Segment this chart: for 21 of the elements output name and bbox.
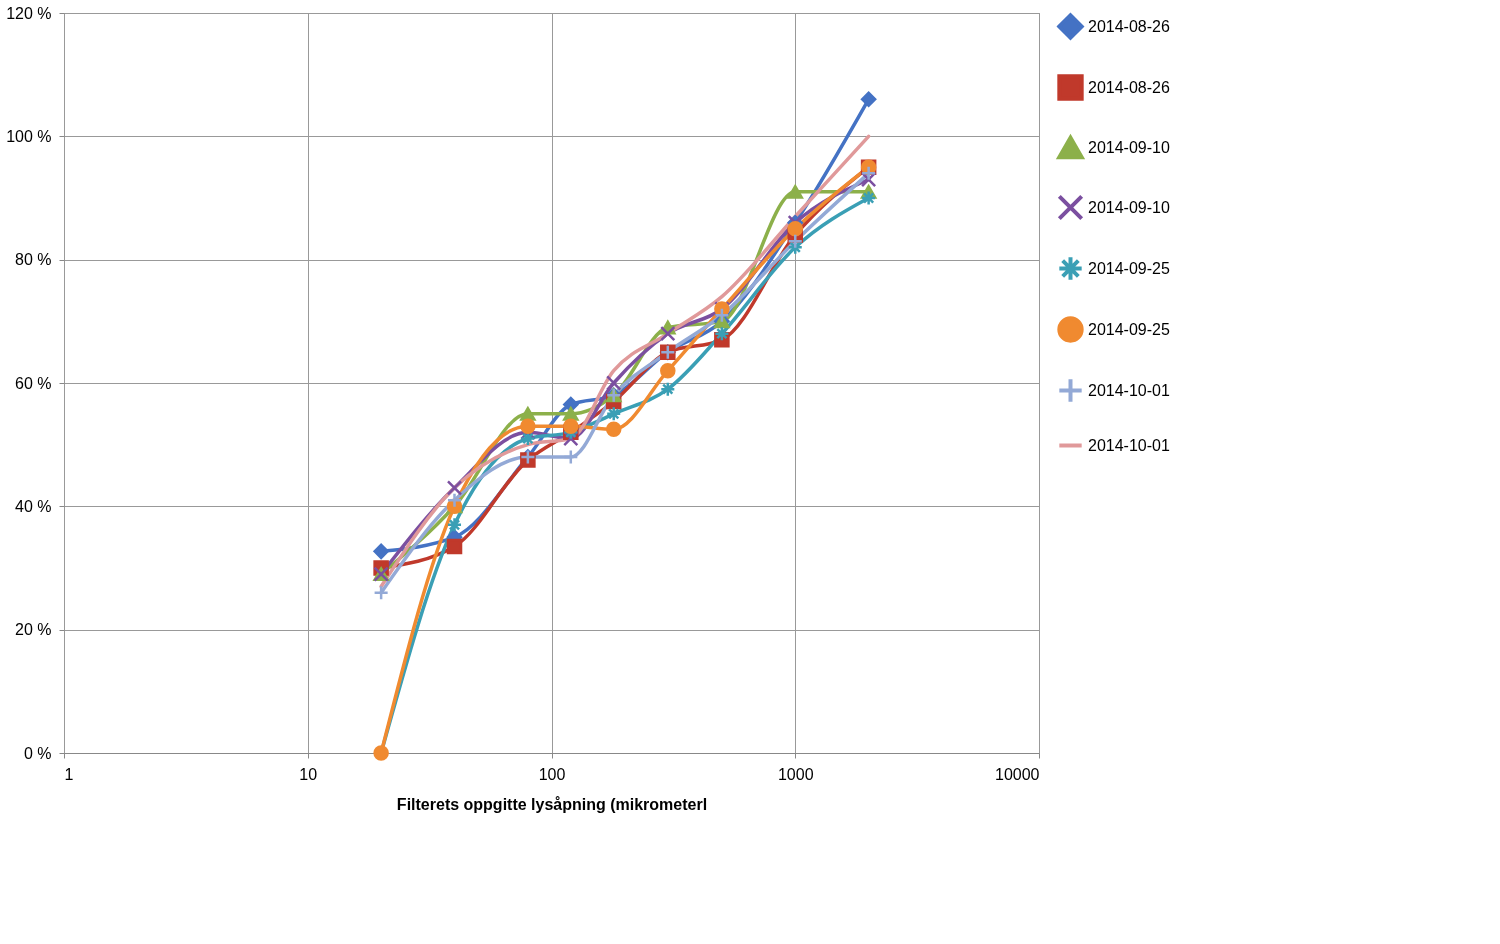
x-tick-label: 10 [299, 765, 318, 783]
legend-label: 2014-10-01 [1088, 381, 1170, 399]
x-tick-label: 1 [64, 765, 74, 783]
x-axis-title: Filterets oppgitte lysåpning (mikrometerl [396, 795, 708, 813]
x-tick-label: 100 [538, 765, 566, 783]
y-tick-label: 100 % [6, 127, 52, 145]
y-tick-label: 40 % [15, 497, 52, 515]
legend-label: 2014-10-01 [1088, 436, 1170, 454]
y-tick-label: 120 % [6, 4, 52, 22]
x-tick-label: 1000 [777, 765, 814, 783]
legend-label: 2014-09-10 [1088, 198, 1170, 216]
y-tick-label: 0 % [23, 744, 52, 762]
legend-label: 2014-09-25 [1088, 259, 1170, 277]
legend-label: 2014-09-25 [1088, 320, 1170, 338]
legend-label: 2014-09-10 [1088, 138, 1170, 156]
y-tick-label: 80 % [15, 251, 52, 269]
y-tick-label: 60 % [15, 374, 52, 392]
y-tick-label: 20 % [15, 621, 52, 639]
x-tick-label: 10000 [995, 765, 1040, 783]
legend-label: 2014-08-26 [1088, 78, 1170, 96]
legend-label: 2014-08-26 [1088, 17, 1170, 35]
